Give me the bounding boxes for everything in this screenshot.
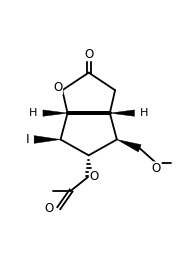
Polygon shape: [110, 110, 135, 116]
Polygon shape: [34, 136, 60, 143]
Text: H: H: [29, 108, 38, 118]
Text: O: O: [44, 202, 53, 215]
Text: O: O: [152, 162, 161, 175]
Polygon shape: [43, 110, 68, 116]
Polygon shape: [117, 140, 141, 152]
Text: O: O: [89, 170, 99, 183]
Text: H: H: [140, 108, 148, 118]
Text: O: O: [84, 48, 93, 61]
Text: O: O: [53, 81, 63, 94]
Text: I: I: [26, 133, 30, 146]
